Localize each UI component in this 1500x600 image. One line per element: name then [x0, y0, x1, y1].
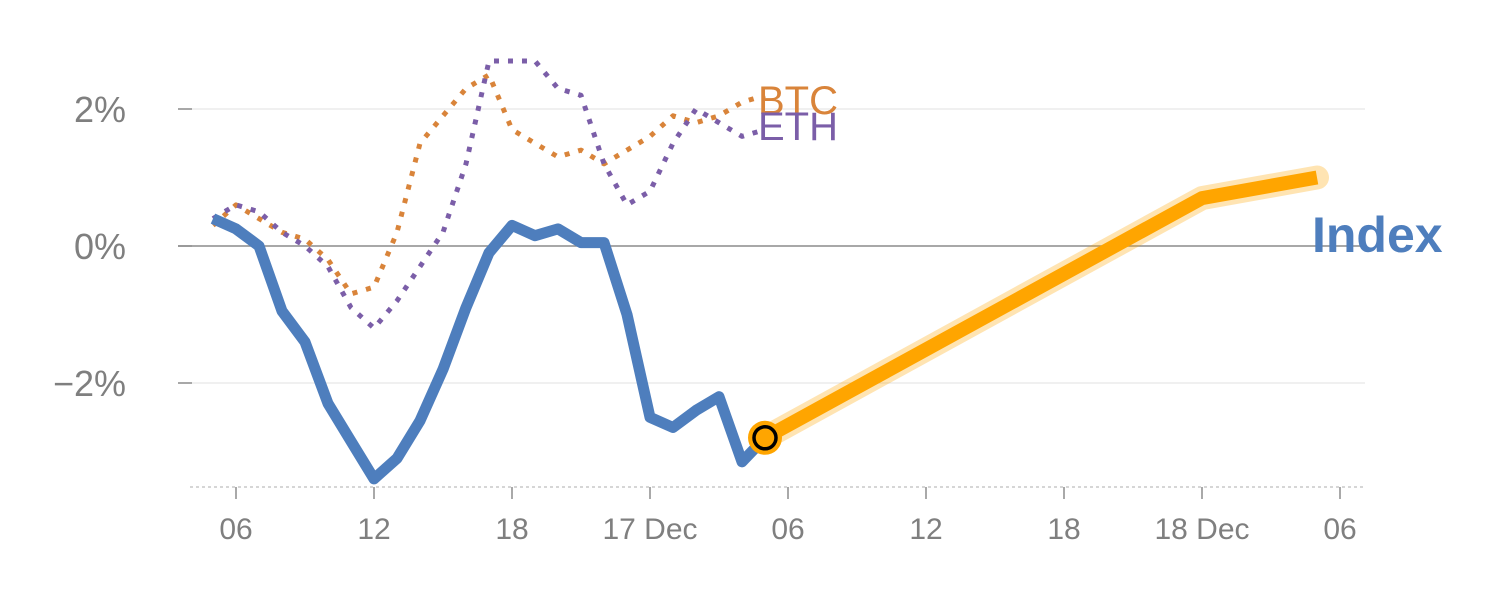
- x-tick-label: 18: [495, 513, 528, 546]
- x-tick-label: 18 Dec: [1154, 513, 1249, 546]
- series-line-btc: [211, 72, 766, 297]
- x-tick-label: 06: [771, 513, 804, 546]
- series-label-index: Index: [1312, 207, 1443, 263]
- x-tick-label: 12: [909, 513, 942, 546]
- y-tick-label: 2%: [74, 89, 126, 130]
- gridlines: [178, 108, 1365, 384]
- x-tick-label: 17 Dec: [602, 513, 697, 546]
- current-point-marker: [752, 425, 778, 451]
- series-line-eth: [211, 58, 766, 331]
- y-tick-label: −2%: [53, 363, 126, 404]
- series-line-index: [210, 213, 769, 485]
- series-label-btc: BTC: [758, 79, 838, 123]
- x-tick-label: 12: [357, 513, 390, 546]
- x-tick-label: 06: [1323, 513, 1356, 546]
- projection-line: [761, 170, 1319, 444]
- y-tick-label: 0%: [74, 226, 126, 267]
- x-tick-label: 06: [219, 513, 252, 546]
- series: [210, 58, 1329, 485]
- x-tick-label: 18: [1047, 513, 1080, 546]
- series-label-eth: ETH: [758, 105, 838, 149]
- axes: 2% 0% −2% 06 12 18 17 Dec 06 12 18 18 Dec 06: [53, 89, 1365, 546]
